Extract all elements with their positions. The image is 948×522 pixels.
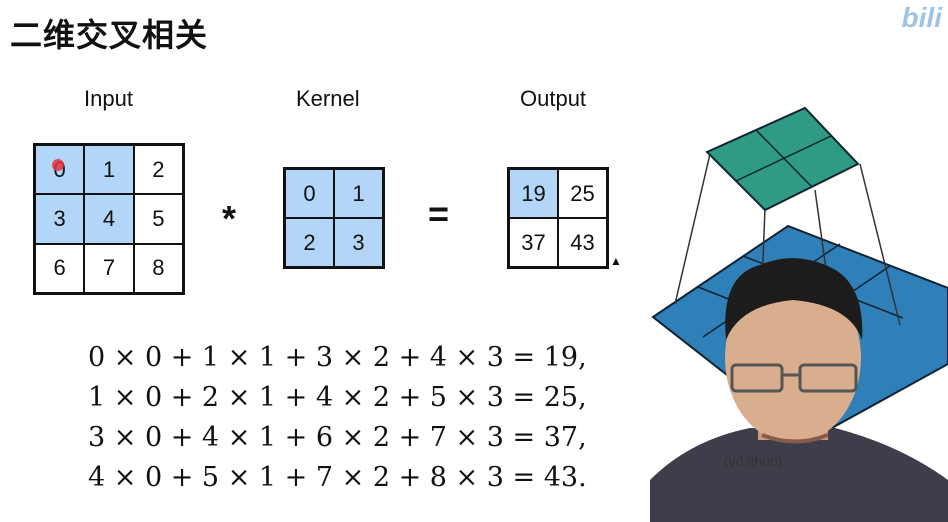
kernel-cell: 1 bbox=[334, 169, 383, 218]
output-cell: 19 bbox=[509, 169, 558, 218]
input-cell: 7 bbox=[84, 243, 134, 293]
cross-correlation-operator: * bbox=[222, 198, 237, 239]
projection-line bbox=[859, 163, 901, 326]
input-cell: 0 bbox=[35, 145, 85, 195]
input-cell: 6 bbox=[35, 243, 85, 293]
kernel-grid: 0 1 2 3 bbox=[283, 167, 385, 269]
kernel-cell: 3 bbox=[334, 218, 383, 267]
equation-block: 0 × 0 + 1 × 1 + 3 × 2 + 4 × 3 = 19, 1 × … bbox=[88, 338, 587, 498]
equation-line: 3 × 0 + 4 × 1 + 6 × 2 + 7 × 3 = 37, bbox=[88, 422, 587, 453]
slide-title: 二维交叉相关 bbox=[10, 16, 209, 54]
bilibili-logo: bili bbox=[901, 2, 942, 33]
equation-line: 0 × 0 + 1 × 1 + 3 × 2 + 4 × 3 = 19, bbox=[88, 342, 587, 373]
input-cell: 4 bbox=[84, 194, 134, 244]
watermark-text: (vd ithub) bbox=[724, 453, 783, 469]
presenter-figure bbox=[650, 258, 948, 522]
presenter-video-overlay bbox=[650, 106, 948, 522]
input-cell: 2 bbox=[133, 145, 183, 195]
input-grid: 0 1 2 3 4 5 6 7 8 bbox=[33, 143, 185, 295]
input-cell: 8 bbox=[133, 243, 183, 293]
equation-line: 4 × 0 + 5 × 1 + 7 × 2 + 8 × 3 = 43. bbox=[88, 462, 587, 493]
projection-line bbox=[674, 153, 711, 305]
equals-operator: = bbox=[428, 193, 450, 234]
equation-line: 1 × 0 + 2 × 1 + 4 × 2 + 5 × 3 = 25, bbox=[88, 382, 587, 413]
mouse-cursor-icon: ▲ bbox=[610, 254, 622, 268]
output-cell: 25 bbox=[558, 169, 607, 218]
output-cell: 43 bbox=[558, 218, 607, 267]
kernel-label: Kernel bbox=[296, 86, 360, 111]
pointer-dot-icon bbox=[52, 159, 64, 171]
input-label: Input bbox=[84, 86, 133, 111]
kernel-cell: 0 bbox=[285, 169, 334, 218]
input-cell: 1 bbox=[84, 145, 134, 195]
output-label: Output bbox=[520, 86, 587, 111]
kernel-cell: 2 bbox=[285, 218, 334, 267]
output-grid-illustration bbox=[705, 106, 860, 212]
output-grid: 19 25 37 43 bbox=[507, 167, 609, 269]
input-cell: 3 bbox=[35, 194, 85, 244]
output-cell: 37 bbox=[509, 218, 558, 267]
input-cell: 5 bbox=[133, 194, 183, 244]
